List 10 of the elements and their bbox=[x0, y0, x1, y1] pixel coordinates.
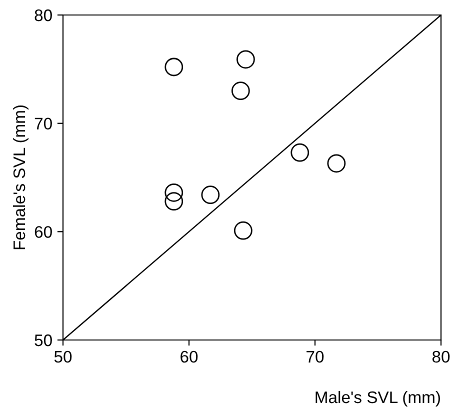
x-tick-label: 80 bbox=[432, 350, 450, 363]
y-tick-label: 70 bbox=[34, 118, 52, 130]
x-tick-label: 60 bbox=[180, 350, 198, 363]
x-tick-label: 70 bbox=[306, 350, 324, 363]
x-tick-label: 50 bbox=[54, 350, 72, 363]
y-axis-title: Female's SVL (mm) bbox=[12, 105, 28, 250]
x-axis-title: Male's SVL (mm) bbox=[316, 390, 440, 406]
y-tick-label: 60 bbox=[34, 226, 52, 238]
y-tick-label: 50 bbox=[34, 334, 52, 346]
y-tick-label: 80 bbox=[34, 9, 52, 22]
